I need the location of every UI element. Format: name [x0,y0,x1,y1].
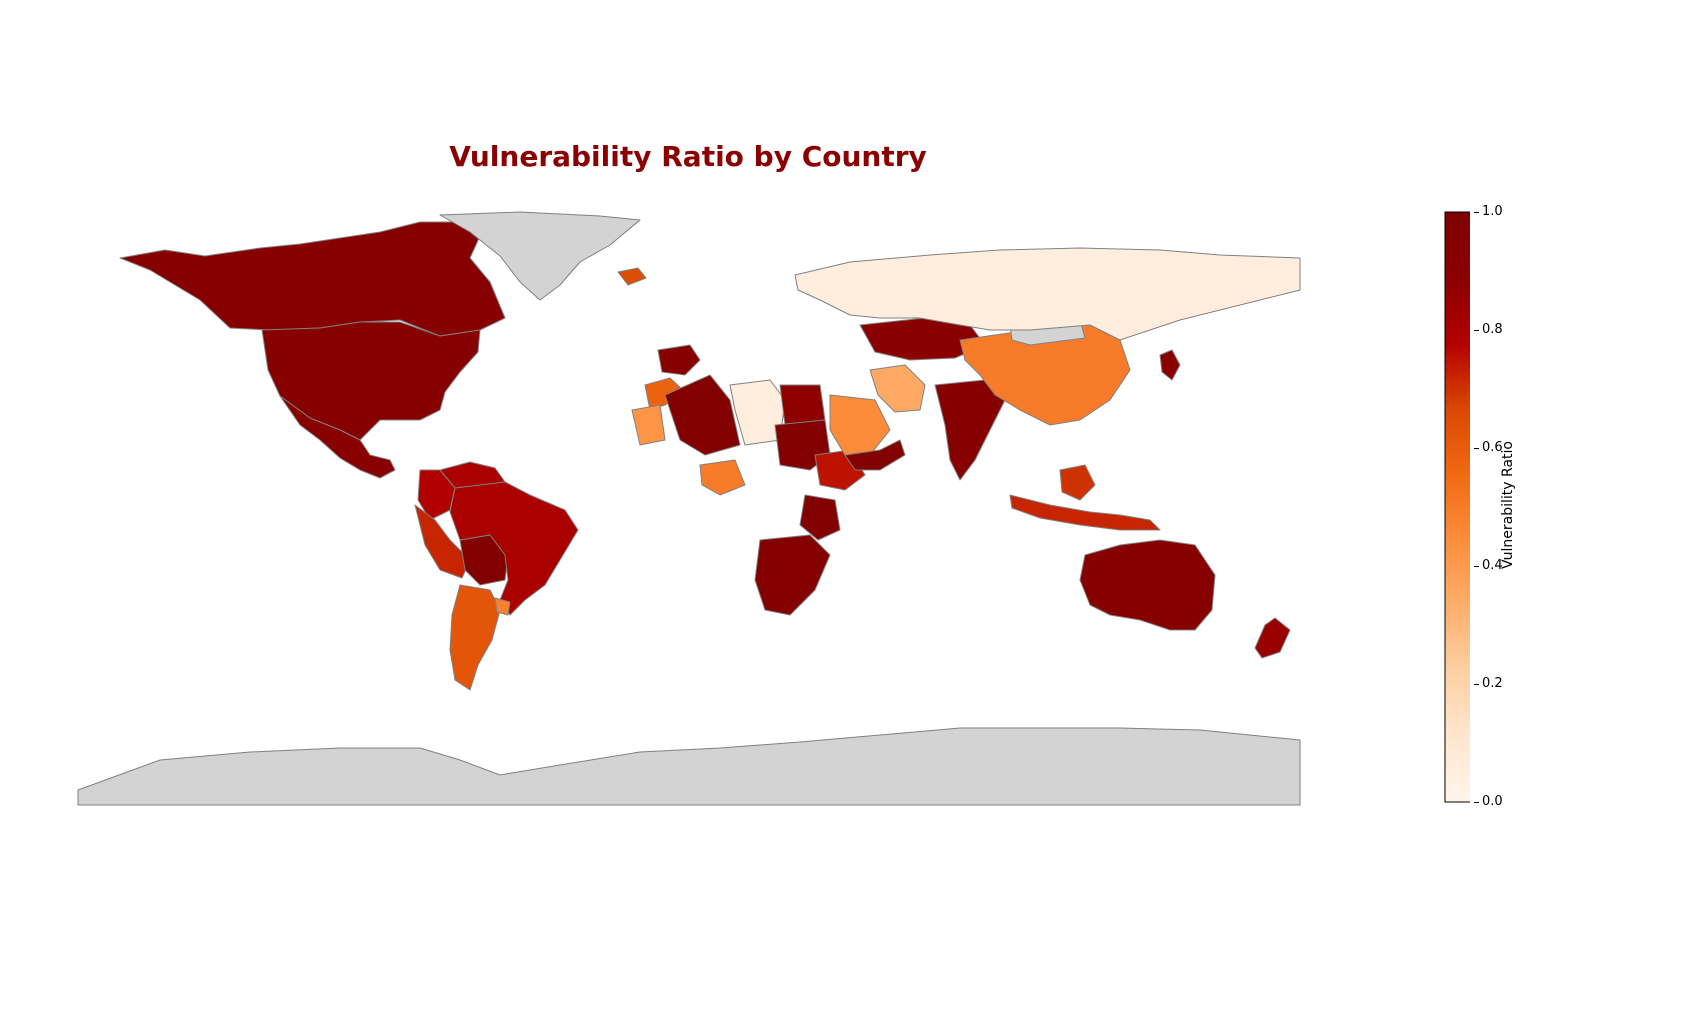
region-spain [657,344,701,376]
colorbar-tick-label: 0.2 [1482,676,1503,691]
region-indonesia [1009,494,1161,531]
chart-title: Vulnerability Ratio by Country [449,140,927,173]
colorbar [1444,211,1470,803]
region-greenland [439,211,641,301]
region-brazil [449,481,579,616]
colorbar-tick [1474,448,1479,449]
region-yemen-oman [844,439,906,471]
colorbar-label: Vulnerability Ratio [1500,441,1516,569]
region-nigeria [699,459,746,496]
region-tanzania [799,494,841,541]
region-iran [869,364,926,413]
region-mexico [279,395,396,479]
colorbar-tick-label: 0.6 [1482,440,1503,455]
region-united-states [261,321,481,441]
region-western-sahara [631,404,666,446]
region-argentina [449,584,501,691]
colorbar-tick-label: 1.0 [1482,204,1503,219]
region-japan [1159,349,1181,381]
colorbar-tick [1474,212,1479,213]
colorbar-tick [1474,566,1479,567]
region-egypt [779,384,826,426]
colorbar-tick-label: 0.4 [1482,558,1503,573]
region-borneo [1059,464,1096,501]
region-iceland [617,267,647,286]
colorbar-tick [1474,330,1479,331]
colorbar-gradient [1444,211,1470,803]
region-canada [119,221,506,337]
region-uruguay [494,597,511,616]
region-australia [1079,539,1216,631]
colorbar-tick [1474,802,1479,803]
region-russia [794,247,1301,341]
colorbar-tick [1474,684,1479,685]
region-southern-africa [754,534,831,616]
region-antarctica [77,727,1301,806]
colorbar-tick-label: 0.0 [1482,794,1503,809]
colorbar-tick-label: 0.8 [1482,322,1503,337]
region-new-zealand [1254,617,1291,659]
region-saudi-arabia [829,394,891,456]
region-algeria [664,374,741,456]
